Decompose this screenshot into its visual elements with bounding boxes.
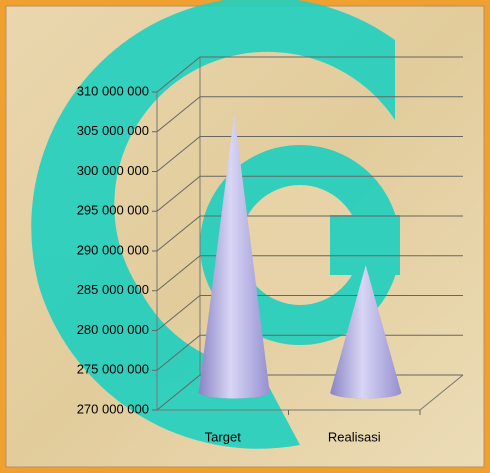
grid-line [156, 136, 463, 172]
cone-part [198, 114, 270, 399]
y-tick-label: 280 000 000 [77, 322, 149, 337]
y-tick-label: 275 000 000 [77, 362, 149, 377]
y-tick-label: 295 000 000 [77, 203, 149, 218]
grid-line [156, 96, 463, 133]
y-tick-label: 270 000 000 [77, 401, 149, 416]
cone [330, 265, 402, 399]
grid-line [156, 215, 463, 252]
y-tick-label: 305 000 000 [77, 123, 149, 138]
y-tick-label: 290 000 000 [77, 242, 149, 257]
cone [198, 114, 270, 399]
y-tick-label: 285 000 000 [77, 282, 149, 297]
cone-part [330, 265, 402, 399]
x-tick-label: Target [205, 429, 242, 444]
axis-line [419, 374, 464, 411]
y-tick-label: 300 000 000 [77, 163, 149, 178]
grid-line [156, 255, 463, 292]
grid-line [156, 175, 463, 212]
grid-line [156, 295, 463, 331]
grid-line [156, 56, 463, 93]
y-tick-label: 310 000 000 [77, 83, 149, 98]
x-tick-label: Realisasi [328, 429, 381, 444]
